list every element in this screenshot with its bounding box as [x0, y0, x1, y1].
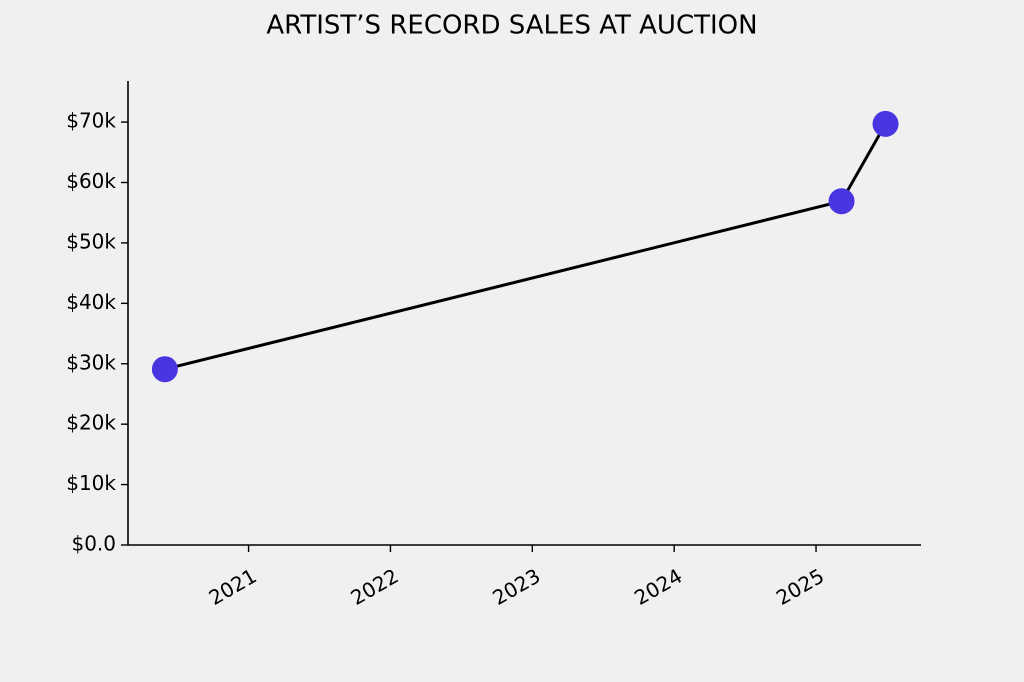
point [828, 188, 855, 215]
chart-title: ARTIST’S RECORD SALES AT AUCTION [266, 11, 757, 41]
y-tick-label: $50k [66, 229, 116, 253]
y-tick-label: $20k [66, 411, 116, 435]
y-tick-label: $10k [66, 471, 116, 495]
y-tick-label: $30k [66, 350, 116, 374]
y-tick-label: $0.0 [71, 532, 116, 556]
y-tick-label: $60k [66, 169, 116, 193]
point [872, 110, 899, 137]
y-tick-label: $70k [66, 109, 116, 133]
point [151, 356, 178, 383]
y-tick-label: $40k [66, 290, 116, 314]
